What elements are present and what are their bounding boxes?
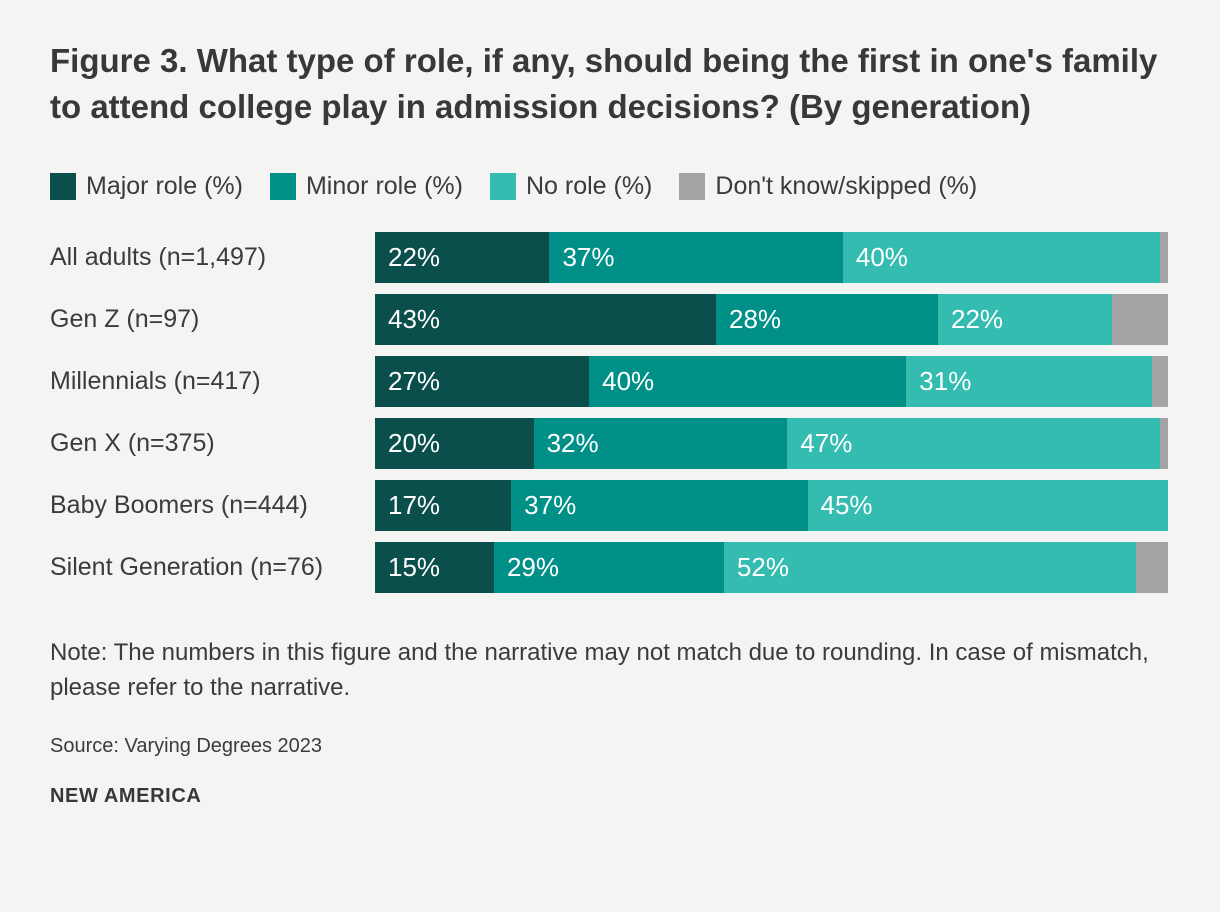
bar-segment-minor-role: 40% <box>589 356 907 407</box>
legend-swatch-icon <box>269 173 296 200</box>
legend-swatch-icon <box>679 173 706 200</box>
bar-segment-don-t-know-skipped <box>1160 418 1168 469</box>
segment-value-label: 45% <box>820 490 873 520</box>
legend-label: Don't know/skipped (%) <box>715 172 978 200</box>
segment-value-label: 15% <box>388 552 441 582</box>
stacked-bar: 43% 28% 22% <box>375 294 1168 345</box>
segment-value-label: 40% <box>855 242 908 272</box>
bar-segment-minor-role: 28% <box>715 294 939 345</box>
row-label: Gen Z (n=97) <box>50 305 200 333</box>
bar-segment-don-t-know-skipped <box>1152 356 1168 407</box>
bar-segment-no-role: 31% <box>906 356 1153 407</box>
segment-value-label: 22% <box>951 304 1004 334</box>
segment-value-label: 40% <box>602 366 655 396</box>
bar-segment-major-role: 27% <box>375 356 590 407</box>
row-label: Millennials (n=417) <box>50 367 261 395</box>
segment-value-label: 32% <box>546 428 599 458</box>
segment-value-label: 52% <box>736 552 789 582</box>
page-title: Figure 3. What type of role, if any, sho… <box>50 42 1158 125</box>
segment-value-label: 47% <box>800 428 853 458</box>
stacked-bar: 27% 40% 31% <box>375 356 1168 407</box>
bar-segment-no-role: 40% <box>842 232 1161 283</box>
segment-value-label: 37% <box>562 242 615 272</box>
legend-swatch-icon <box>50 173 76 200</box>
chart-row-baby-boomers-n-444: Baby Boomers (n=444) 17% 37% 45% <box>50 480 1168 531</box>
legend-label: Major role (%) <box>86 172 243 200</box>
bar-segment-major-role: 43% <box>375 294 716 345</box>
row-label: All adults (n=1,497) <box>50 243 267 271</box>
legend-item-no-role: No role (%) <box>489 172 653 201</box>
stacked-bar: 15% 29% 52% <box>375 542 1168 593</box>
bar-segment-don-t-know-skipped <box>1160 232 1168 283</box>
legend: Major role (%) Minor role (%) No role (%) D… <box>50 172 1168 201</box>
chart-row-millennials-n-417: Millennials (n=417) 27% 40% 31% <box>50 356 1168 407</box>
figure-card: Figure 3. What type of role, if any, sho… <box>50 42 1168 807</box>
stacked-bar: 17% 37% 45% <box>375 480 1168 531</box>
bar-segment-don-t-know-skipped <box>1112 294 1168 345</box>
stacked-bar: 22% 37% 40% <box>375 232 1168 283</box>
legend-item-major-role: Major role (%) <box>50 172 243 201</box>
bar-segment-major-role: 17% <box>375 480 512 531</box>
bar-segment-minor-role: 37% <box>511 480 808 531</box>
segment-value-label: 29% <box>506 552 559 582</box>
bar-segment-no-role: 47% <box>787 418 1161 469</box>
chart-row-gen-x-n-375: Gen X (n=375) 20% 32% 47% <box>50 418 1168 469</box>
row-label: Silent Generation (n=76) <box>50 553 324 581</box>
segment-value-label: 43% <box>388 304 441 334</box>
bar-segment-minor-role: 32% <box>533 418 788 469</box>
source-text: Source: Varying Degrees 2023 <box>50 735 323 757</box>
bar-segment-major-role: 20% <box>375 418 534 469</box>
new-america-logo: NEW AMERICA <box>50 785 202 807</box>
segment-value-label: 20% <box>388 428 441 458</box>
segment-value-label: 27% <box>388 366 441 396</box>
legend-item-don-t-know-skipped: Don't know/skipped (%) <box>679 172 977 201</box>
legend-label: Minor role (%) <box>305 172 463 200</box>
segment-value-label: 31% <box>919 366 972 396</box>
bar-segment-minor-role: 37% <box>549 232 843 283</box>
bar-segment-don-t-know-skipped <box>1136 542 1168 593</box>
bar-segment-no-role: 45% <box>807 480 1168 531</box>
bar-segment-no-role: 22% <box>938 294 1113 345</box>
row-label: Gen X (n=375) <box>50 429 215 457</box>
legend-item-minor-role: Minor role (%) <box>269 172 463 201</box>
bar-segment-no-role: 52% <box>723 542 1137 593</box>
chart-row-all-adults-n-1-497: All adults (n=1,497) 22% 37% 40% <box>50 232 1168 283</box>
segment-value-label: 22% <box>388 242 441 272</box>
note-text: Note: The numbers in this figure and the… <box>50 639 1149 701</box>
bar-segment-major-role: 22% <box>375 232 550 283</box>
segment-value-label: 17% <box>388 490 441 520</box>
chart-row-gen-z-n-97: Gen Z (n=97) 43% 28% 22% <box>50 294 1168 345</box>
row-label: Baby Boomers (n=444) <box>50 491 308 519</box>
chart-row-silent-generation-n-76: Silent Generation (n=76) 15% 29% 52% <box>50 542 1168 593</box>
segment-value-label: 37% <box>524 490 577 520</box>
legend-swatch-icon <box>489 173 516 200</box>
stacked-bar-chart: All adults (n=1,497) 22% 37% 40% Gen Z (n=97… <box>50 232 1168 593</box>
legend-label: No role (%) <box>525 172 653 200</box>
bar-segment-minor-role: 29% <box>493 542 724 593</box>
bar-segment-major-role: 15% <box>375 542 494 593</box>
stacked-bar: 20% 32% 47% <box>375 418 1168 469</box>
segment-value-label: 28% <box>728 304 782 334</box>
